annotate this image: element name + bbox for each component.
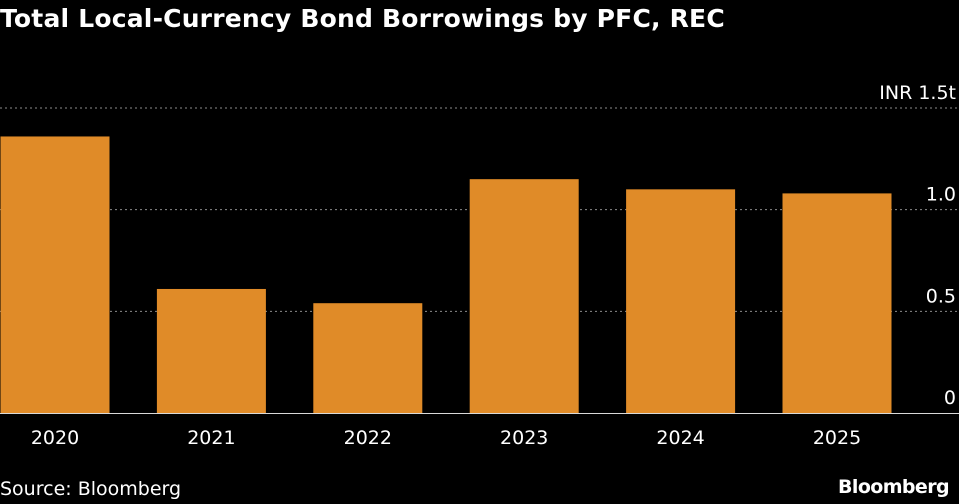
x-tick-label: 2022	[344, 427, 392, 449]
y-tick-label: INR 1.5t	[879, 82, 956, 104]
y-tick-label: 0.5	[926, 285, 956, 307]
bar-2022	[313, 303, 423, 413]
x-tick-label: 2025	[813, 427, 861, 449]
x-tick-label: 2024	[656, 427, 704, 449]
source-note: Source: Bloomberg	[0, 478, 182, 500]
chart-title: Total Local-Currency Bond Borrowings by …	[0, 4, 725, 33]
x-tick-label: 2023	[500, 427, 548, 449]
x-tick-label: 2020	[31, 427, 79, 449]
bar-2025	[782, 193, 892, 413]
bar-2021	[156, 288, 266, 413]
bar-2024	[626, 189, 736, 413]
bar-2020	[0, 136, 110, 413]
y-tick-label: 0	[944, 387, 956, 409]
x-tick-label: 2021	[187, 427, 235, 449]
bars	[0, 136, 892, 413]
bar-2023	[469, 179, 579, 413]
bloomberg-logo: Bloomberg	[838, 476, 950, 498]
y-tick-label: 1.0	[926, 184, 956, 206]
x-tick-labels: 2020 2021 2022 2023 2024 2025	[31, 427, 861, 449]
y-tick-labels: 0 0.5 1.0 INR 1.5t	[879, 82, 956, 409]
bar-chart: 0 0.5 1.0 INR 1.5t 2020 2021 2022 2023 2024 2025	[0, 82, 959, 449]
